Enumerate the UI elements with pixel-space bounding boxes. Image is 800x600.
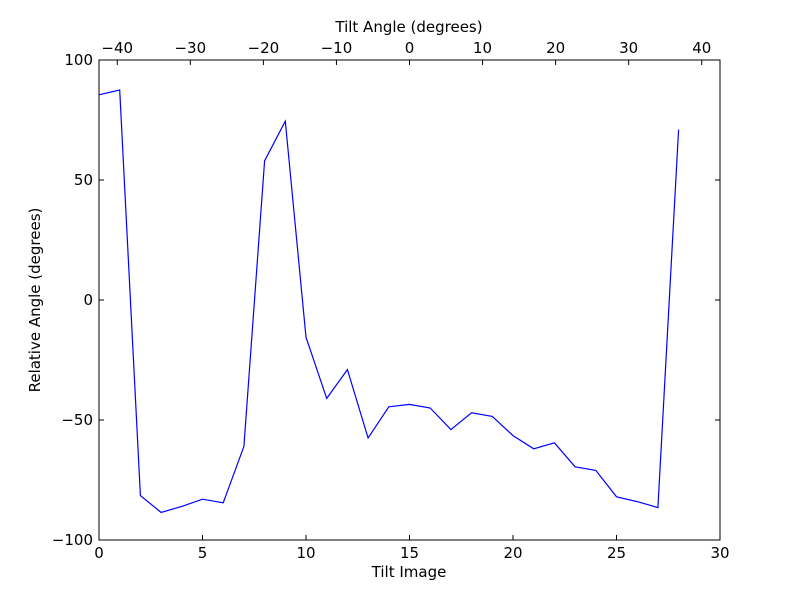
y-tick-label: −100	[52, 531, 93, 549]
tick-labels: 0 5 10 15 20 25 30−40 −30 −20 −10 0 10 20 30 40−100−50…	[52, 39, 730, 562]
x2-tick-label: −30	[174, 39, 206, 57]
x2-tick-label: 10	[473, 39, 492, 57]
x-tick-label: 5	[198, 544, 208, 562]
y-tick-label: 0	[83, 291, 93, 309]
x-tick-label: 10	[296, 544, 315, 562]
x2-tick-label: 0	[405, 39, 415, 57]
x-axis-label: Tilt Image	[371, 563, 447, 581]
x2-tick-label: −10	[321, 39, 353, 57]
tick-marks	[98, 59, 721, 541]
y-tick-label: −50	[61, 411, 93, 429]
plot-area	[98, 59, 721, 541]
x-tick-label: 30	[710, 544, 729, 562]
series-line-0	[98, 89, 680, 514]
x2-tick-label: −20	[248, 39, 280, 57]
x-tick-label: 20	[503, 544, 522, 562]
x2-tick-label: 40	[692, 39, 711, 57]
x2-tick-label: 20	[546, 39, 565, 57]
y-tick-label: 50	[74, 171, 93, 189]
plot-frame	[98, 59, 721, 541]
y-tick-label: 100	[64, 51, 93, 69]
x-tick-label: 25	[607, 544, 626, 562]
y-axis-label: Relative Angle (degrees)	[26, 208, 44, 393]
x2-tick-label: 30	[619, 39, 638, 57]
x-tick-label: 0	[94, 544, 104, 562]
x2-tick-label: −40	[101, 39, 133, 57]
top-x-axis-label: Tilt Angle (degrees)	[334, 18, 482, 36]
x-tick-label: 15	[400, 544, 419, 562]
